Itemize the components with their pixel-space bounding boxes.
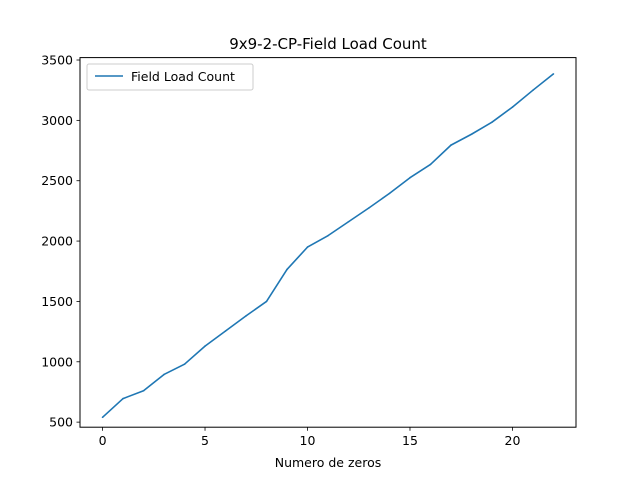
y-tick-label: 2500 [41,173,73,188]
y-tick-label: 1500 [41,294,73,309]
chart-title: 9x9-2-CP-Field Load Count [229,35,427,53]
data-point [532,89,534,91]
data-point [347,220,350,223]
axes: 0 5 10 15 20 500 1000 1500 2000 2500 3000 3500 [41,53,520,449]
series-line [102,73,554,418]
data-point [470,133,473,136]
data-point [306,246,309,248]
x-tick-label: 5 [201,433,209,448]
data-point [388,192,391,195]
data-point [101,416,104,419]
data-point [122,397,124,400]
data-point [204,345,206,347]
data-point [327,234,329,237]
data-point [142,389,145,392]
legend: Field Load Count [86,63,254,91]
legend-label: Field Load Count [131,69,235,84]
data-point [224,330,227,332]
y-tick-label: 3000 [41,113,73,128]
y-tick-label: 500 [49,415,73,430]
data-point [450,144,452,146]
x-axis-label: Numero de zeros [275,455,382,470]
series-layer [101,73,555,419]
y-tick-label: 1000 [41,354,73,369]
data-point [368,207,370,209]
data-point [552,73,555,75]
data-point [409,176,411,179]
data-point [265,300,268,303]
x-tick-label: 20 [505,433,521,448]
x-tick-label: 0 [99,433,107,448]
legend-box [86,63,254,91]
data-point [183,363,186,365]
x-tick-label: 15 [402,433,418,448]
y-tick-label: 3500 [41,53,73,68]
data-point [511,106,514,108]
data-point [286,268,288,271]
x-tick-label: 10 [300,433,316,448]
plot-frame [79,57,577,428]
data-point [491,121,493,123]
data-point [429,163,432,166]
data-point [163,373,165,376]
y-tick-label: 2000 [41,234,73,249]
data-point [245,315,247,317]
